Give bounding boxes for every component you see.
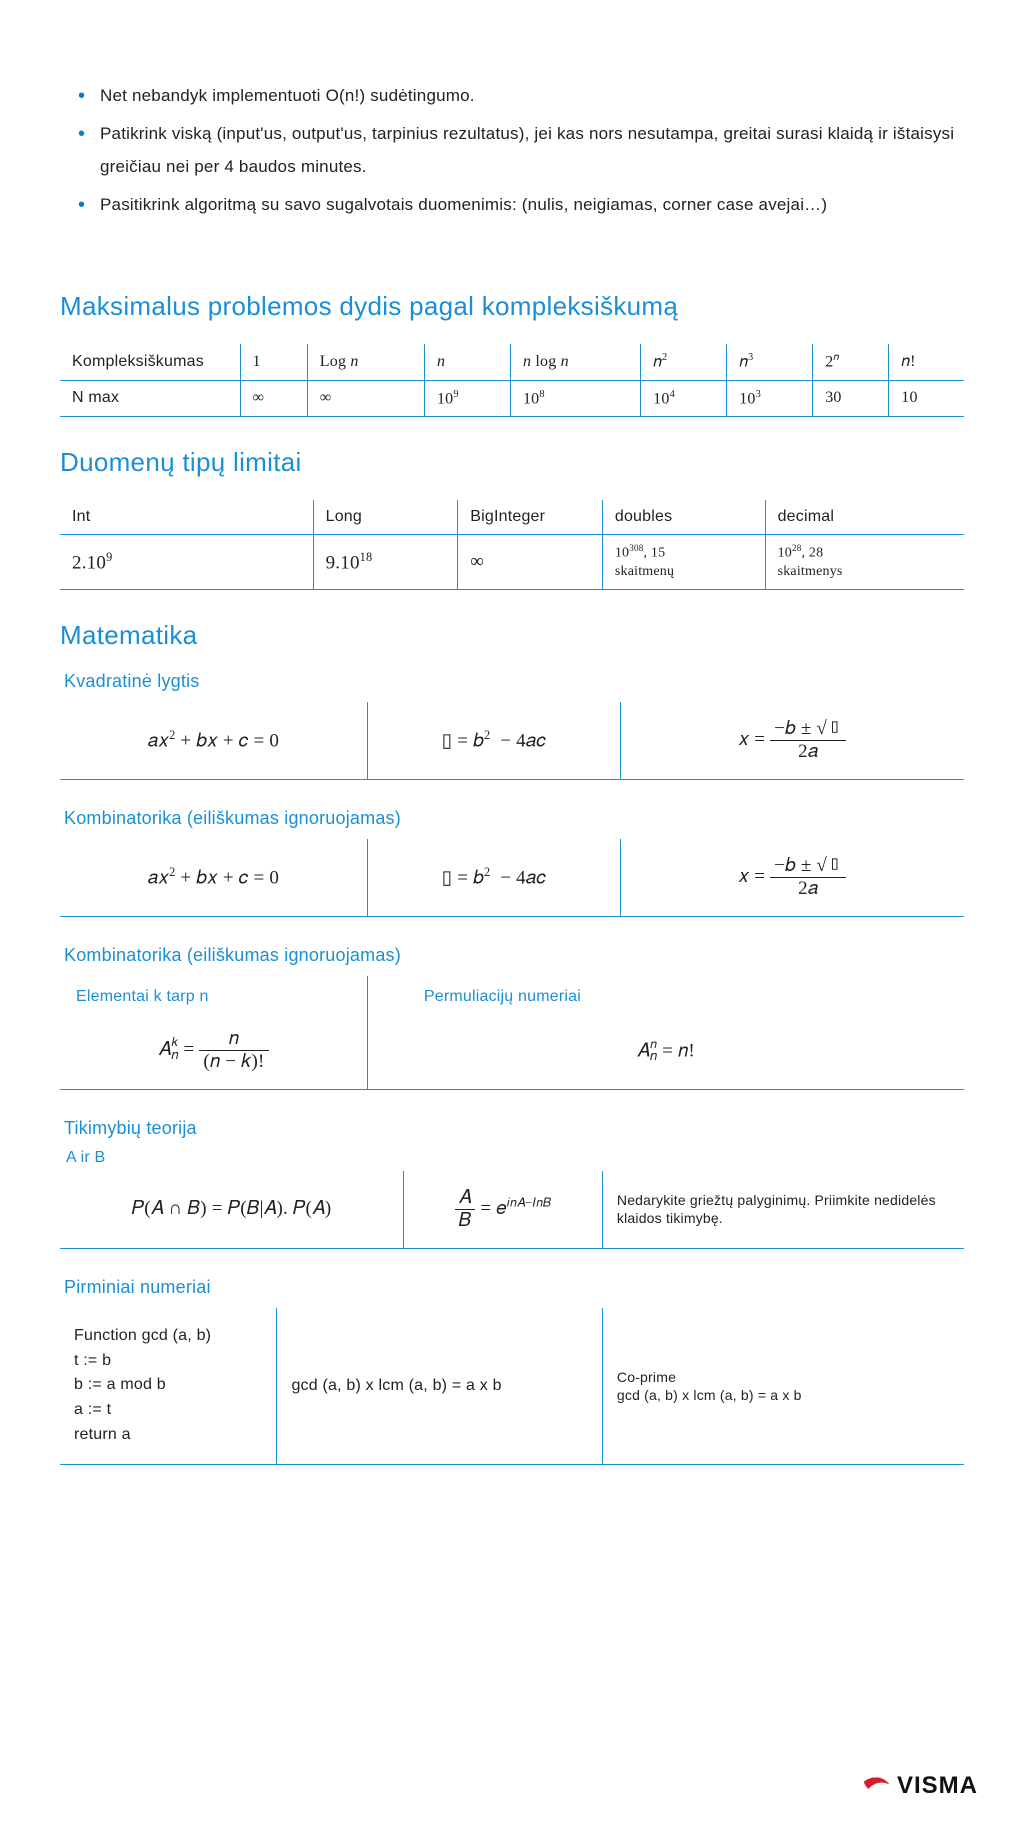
bullet-item: Net nebandyk implementuoti O(n!) sudėtin… — [78, 80, 964, 112]
cell: n — [424, 344, 510, 380]
cell: 𝑛3 — [727, 344, 813, 380]
cell: n log n — [510, 344, 640, 380]
logo-text: VISMA — [897, 1772, 978, 1800]
math-title: Matematika — [60, 620, 964, 651]
prime-table: Function gcd (a, b)t := bb := a mod ba :… — [60, 1308, 964, 1465]
limits-title: Duomenų tipų limitai — [60, 447, 964, 478]
komb2-title: Kombinatorika (eiliškumas ignoruojamas) — [64, 945, 964, 966]
cell: 108 — [510, 380, 640, 416]
complexity-title: Maksimalus problemos dydis pagal komplek… — [60, 291, 964, 322]
formula: 𝑎𝑥2 + 𝑏𝑥 + 𝑐 = 0 — [60, 702, 367, 780]
cell: 109 — [424, 380, 510, 416]
quadratic-title: Kvadratinė lygtis — [64, 671, 964, 692]
logo-swoosh-icon — [861, 1771, 891, 1801]
complexity-table: Kompleksiškumas 1 Log n n n log n 𝑛2 𝑛3 … — [60, 344, 964, 417]
cell: ∞ — [240, 380, 307, 416]
komb1-title: Kombinatorika (eiliškumas ignoruojamas) — [64, 808, 964, 829]
prime-title: Pirminiai numeriai — [64, 1277, 964, 1298]
visma-logo: VISMA — [861, 1771, 978, 1801]
cell: decimal — [765, 500, 964, 535]
komb2-h1: Elementai k tarp n — [76, 988, 357, 1006]
formula: 𝑃(𝐴 ∩ 𝐵) = 𝑃(𝐵|𝐴). 𝑃(𝐴) — [60, 1171, 404, 1249]
coprime: Co-primegcd (a, b) x lcm (a, b) = a x b — [602, 1308, 964, 1464]
komb2-table: Elementai k tarp n Permuliacijų numeriai… — [60, 976, 964, 1090]
intro-bullets: Net nebandyk implementuoti O(n!) sudėtin… — [60, 80, 964, 221]
cell: doubles — [602, 500, 765, 535]
prob-table: 𝑃(𝐴 ∩ 𝐵) = 𝑃(𝐵|𝐴). 𝑃(𝐴) 𝐴𝐵 = 𝑒𝑖𝑛𝐴−𝐼𝑛𝐵 Ne… — [60, 1171, 964, 1249]
cell: 1 — [240, 344, 307, 380]
bullet-item: Patikrink viską (input'us, output'us, ta… — [78, 118, 964, 183]
cell: 9.1018 — [313, 534, 458, 589]
cell: 30 — [813, 380, 889, 416]
cell: 2𝑛 — [813, 344, 889, 380]
row-label: Kompleksiškumas — [60, 344, 240, 380]
gcd-code: Function gcd (a, b)t := bb := a mod ba :… — [60, 1308, 277, 1464]
formula: 𝐴𝑘𝑛 = 𝑛(𝑛 − 𝑘)! — [60, 1012, 367, 1090]
quadratic-table: 𝑎𝑥2 + 𝑏𝑥 + 𝑐 = 0 ▯ = 𝑏2 − 4𝑎𝑐 𝑥 = −𝑏 ± √… — [60, 702, 964, 780]
note: Nedarykite griežtų palyginimų. Priimkite… — [602, 1171, 964, 1249]
cell: 103 — [727, 380, 813, 416]
formula: 𝑥 = −𝑏 ± √▯2𝑎 — [620, 702, 964, 780]
prob-sub: A ir B — [66, 1149, 964, 1167]
cell: ∞ — [307, 380, 424, 416]
cell: 104 — [641, 380, 727, 416]
limits-table: Int Long BigInteger doubles decimal 2.10… — [60, 500, 964, 590]
cell: 𝑛! — [889, 344, 964, 380]
gcd-lcm: gcd (a, b) x lcm (a, b) = a x b — [277, 1308, 602, 1464]
formula: 𝑥 = −𝑏 ± √▯2𝑎 — [620, 839, 964, 917]
prob-title: Tikimybių teorija — [64, 1118, 964, 1139]
cell: Log n — [307, 344, 424, 380]
formula: ▯ = 𝑏2 − 4𝑎𝑐 — [367, 702, 620, 780]
formula: ▯ = 𝑏2 − 4𝑎𝑐 — [367, 839, 620, 917]
cell: Long — [313, 500, 458, 535]
cell: 2.109 — [60, 534, 313, 589]
formula: 𝐴𝑛𝑛 = 𝑛! — [367, 1012, 964, 1090]
cell: 10308, 15skaitmenų — [602, 534, 765, 589]
row-label: N max — [60, 380, 240, 416]
bullet-item: Pasitikrink algoritmą su savo sugalvotai… — [78, 189, 964, 221]
komb2-h2: Permuliacijų numeriai — [384, 988, 954, 1006]
cell: ∞ — [458, 534, 603, 589]
formula: 𝑎𝑥2 + 𝑏𝑥 + 𝑐 = 0 — [60, 839, 367, 917]
cell: Int — [60, 500, 313, 535]
komb1-table: 𝑎𝑥2 + 𝑏𝑥 + 𝑐 = 0 ▯ = 𝑏2 − 4𝑎𝑐 𝑥 = −𝑏 ± √… — [60, 839, 964, 917]
cell: 𝑛2 — [641, 344, 727, 380]
cell: 1028, 28skaitmenys — [765, 534, 964, 589]
cell: 10 — [889, 380, 964, 416]
cell: BigInteger — [458, 500, 603, 535]
formula: 𝐴𝐵 = 𝑒𝑖𝑛𝐴−𝐼𝑛𝐵 — [404, 1171, 603, 1249]
